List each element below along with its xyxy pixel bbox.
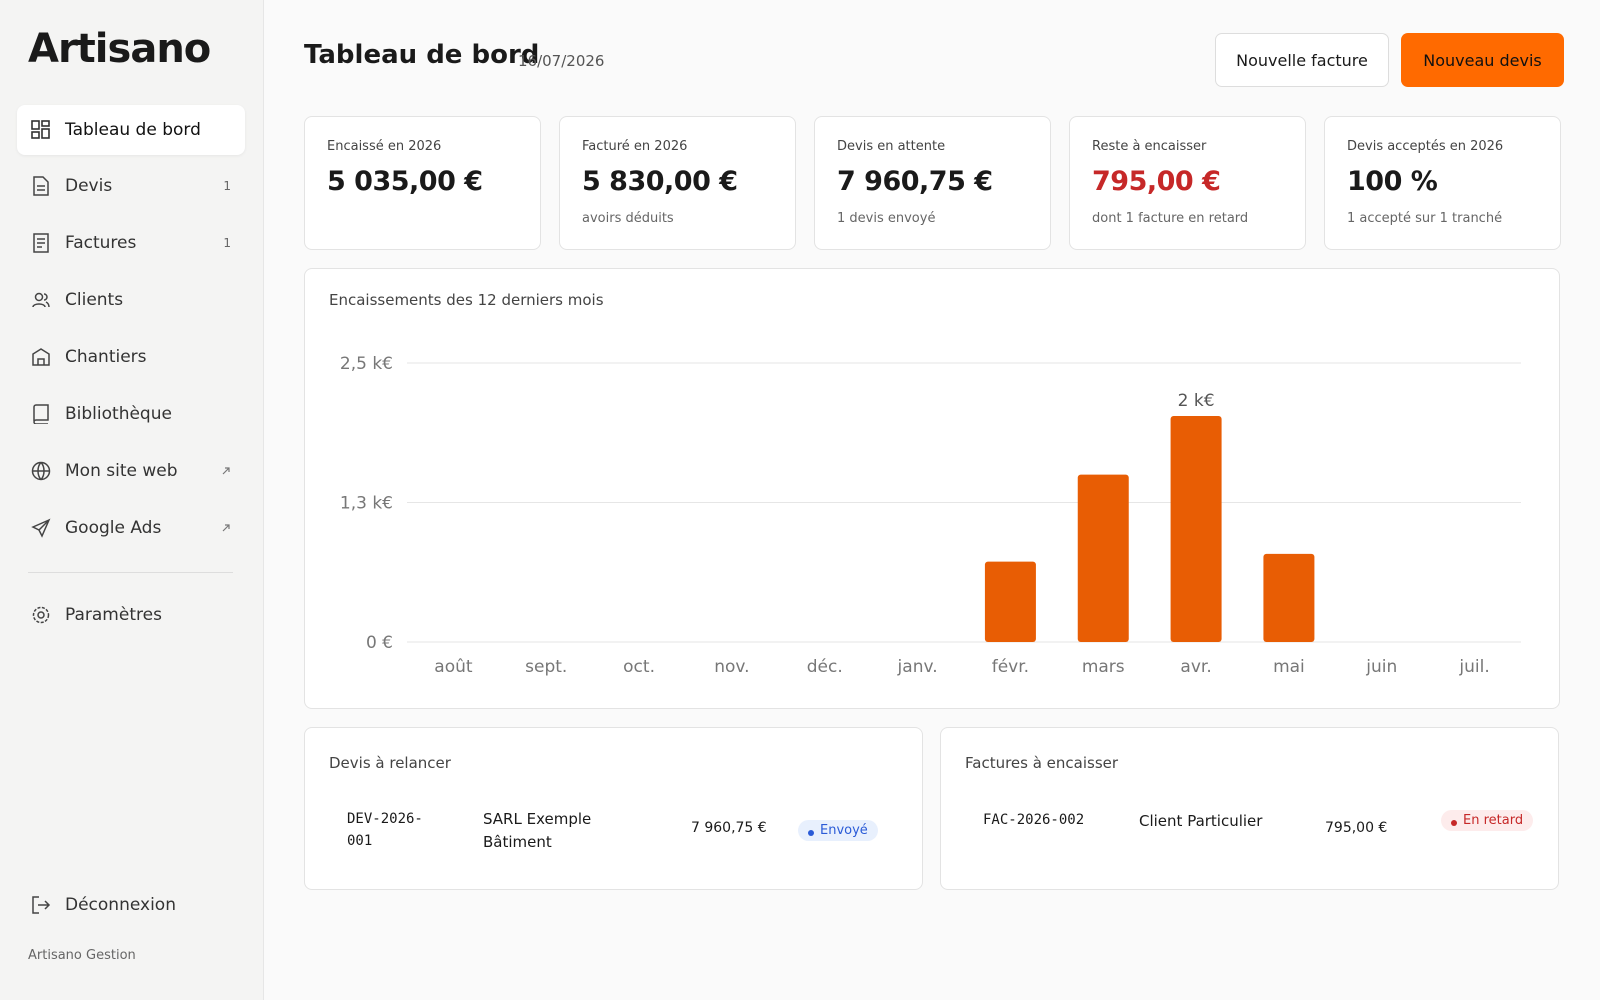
nav-item[interactable]: Devis 1	[17, 161, 245, 211]
kpi-value: 795,00 €	[1092, 166, 1221, 197]
bar	[1077, 474, 1129, 642]
kpi-card: Facturé en 2026 5 830,00 € avoirs déduits	[559, 116, 796, 250]
footer: Artisano Gestion	[28, 948, 136, 963]
kpi-card: Encaissé en 2026 5 035,00 €	[304, 116, 541, 250]
icon	[32, 292, 50, 308]
external-icon	[222, 467, 230, 475]
kpi-label: Facturé en 2026	[582, 139, 688, 154]
page-title: Tableau de bord	[304, 40, 540, 70]
nav-label: Paramètres	[65, 605, 162, 625]
list-title: Factures à encaisser	[965, 754, 1119, 772]
x-tick-label: mars	[1082, 657, 1125, 677]
kpi-card: Devis acceptés en 2026 100 % 1 accepté sur…	[1324, 116, 1561, 250]
nav-item[interactable]: Tableau de bord	[17, 105, 245, 155]
icon	[33, 176, 49, 196]
x-tick-label: sept.	[525, 657, 567, 677]
kpi-value: 100 %	[1347, 166, 1438, 197]
nav-item[interactable]: Factures 1	[17, 218, 245, 268]
nav-item[interactable]: Google Ads	[17, 503, 245, 553]
chart-title: Encaissements des 12 derniers mois	[329, 291, 604, 309]
reference: FAC-2026-002	[983, 812, 1085, 828]
nav-label: Google Ads	[65, 518, 162, 538]
bar	[984, 561, 1036, 642]
kpi-label: Encaissé en 2026	[327, 139, 442, 154]
nav-label: Déconnexion	[65, 895, 176, 915]
logout[interactable]: Déconnexion	[17, 880, 245, 930]
x-tick-label: févr.	[992, 657, 1029, 677]
y-tick-label: 1,3 k€	[340, 494, 393, 514]
nav-label: Bibliothèque	[65, 404, 172, 424]
button[interactable]: Nouveau devis	[1401, 33, 1564, 87]
status: Envoyé	[798, 820, 878, 841]
nav-label: Chantiers	[65, 347, 147, 367]
kpi-card: Reste à encaisser 795,00 € dont 1 facture …	[1069, 116, 1306, 250]
kpi-value: 5 830,00 €	[582, 166, 738, 197]
kpi-note: avoirs déduits	[582, 211, 674, 226]
client: SARL Exemple Bâtiment	[483, 810, 592, 851]
kpi-label: Devis acceptés en 2026	[1347, 139, 1504, 154]
bar	[1263, 553, 1315, 642]
list-title: Devis à relancer	[329, 754, 451, 772]
icon	[31, 120, 50, 139]
kpi-note: 1 devis envoyé	[837, 211, 936, 226]
client: Client Particulier	[1139, 812, 1263, 830]
nav-label: Devis	[65, 176, 113, 196]
x-tick-label: juin	[1365, 657, 1397, 677]
x-tick-label: oct.	[623, 657, 655, 677]
icon	[32, 606, 50, 624]
nav-label: Tableau de bord	[65, 120, 201, 140]
amount: 795,00 €	[1325, 820, 1388, 836]
x-tick-label: avr.	[1180, 657, 1211, 677]
nav-badge: 1	[223, 236, 231, 250]
nav-item[interactable]: Mon site web	[17, 446, 245, 496]
kpi-card: Devis en attente 7 960,75 € 1 devis envoyé	[814, 116, 1051, 250]
icon	[32, 896, 51, 914]
x-tick-label: nov.	[714, 657, 749, 677]
x-tick-label: août	[434, 657, 473, 677]
icon	[33, 404, 49, 424]
kpi-note: dont 1 facture en retard	[1092, 211, 1249, 226]
x-tick-label: janv.	[897, 657, 938, 677]
chart: Encaissements des 12 derniers mois 0 € 1,…	[329, 291, 1521, 677]
y-tick-label: 0 €	[366, 633, 393, 653]
separator	[28, 572, 233, 573]
nav-label: Factures	[65, 233, 137, 253]
nav-badge: 1	[223, 179, 231, 193]
button[interactable]: Nouvelle facture	[1215, 33, 1389, 87]
amount: 7 960,75 €	[691, 820, 767, 836]
bar	[1170, 416, 1222, 642]
status: En retard	[1441, 810, 1534, 831]
list-card: Devis à relancer DEV-2026-001 SARL Exemple…	[304, 727, 923, 890]
sidebar: Artisano Tableau de bord Devis 1 Factures…	[0, 0, 264, 1000]
kpi-value: 5 035,00 €	[327, 166, 483, 197]
main: Tableau de bord 16/07/2026 Nouvelle fact…	[264, 0, 1600, 1000]
data-label: 2 k€	[1178, 391, 1215, 411]
icon	[32, 348, 50, 366]
date: 16/07/2026	[518, 52, 605, 70]
chart-card: Encaissements des 12 derniers mois 0 € 1,…	[304, 268, 1560, 709]
nav-item[interactable]: Bibliothèque	[17, 389, 245, 439]
kpi-label: Devis en attente	[837, 139, 946, 154]
external-icon	[222, 524, 230, 532]
nav-item[interactable]: Clients	[17, 275, 245, 325]
list-card: Factures à encaisser FAC-2026-002 Client P…	[940, 727, 1559, 890]
kpi-value: 7 960,75 €	[837, 166, 993, 197]
nav-label: Clients	[65, 290, 124, 310]
icon	[31, 518, 51, 538]
brand: Artisano	[28, 26, 211, 72]
nav-item[interactable]: Chantiers	[17, 332, 245, 382]
kpi-note: 1 accepté sur 1 tranché	[1347, 211, 1503, 226]
nav-item[interactable]: Paramètres	[17, 590, 245, 640]
x-tick-label: juil.	[1458, 657, 1489, 677]
icon	[33, 233, 49, 253]
reference: DEV-2026-001	[347, 811, 423, 849]
x-tick-label: mai	[1273, 657, 1305, 677]
kpi-label: Reste à encaisser	[1092, 139, 1207, 154]
icon	[31, 461, 51, 481]
y-tick-label: 2,5 k€	[340, 354, 393, 374]
nav-label: Mon site web	[65, 461, 178, 481]
x-tick-label: déc.	[807, 657, 843, 677]
